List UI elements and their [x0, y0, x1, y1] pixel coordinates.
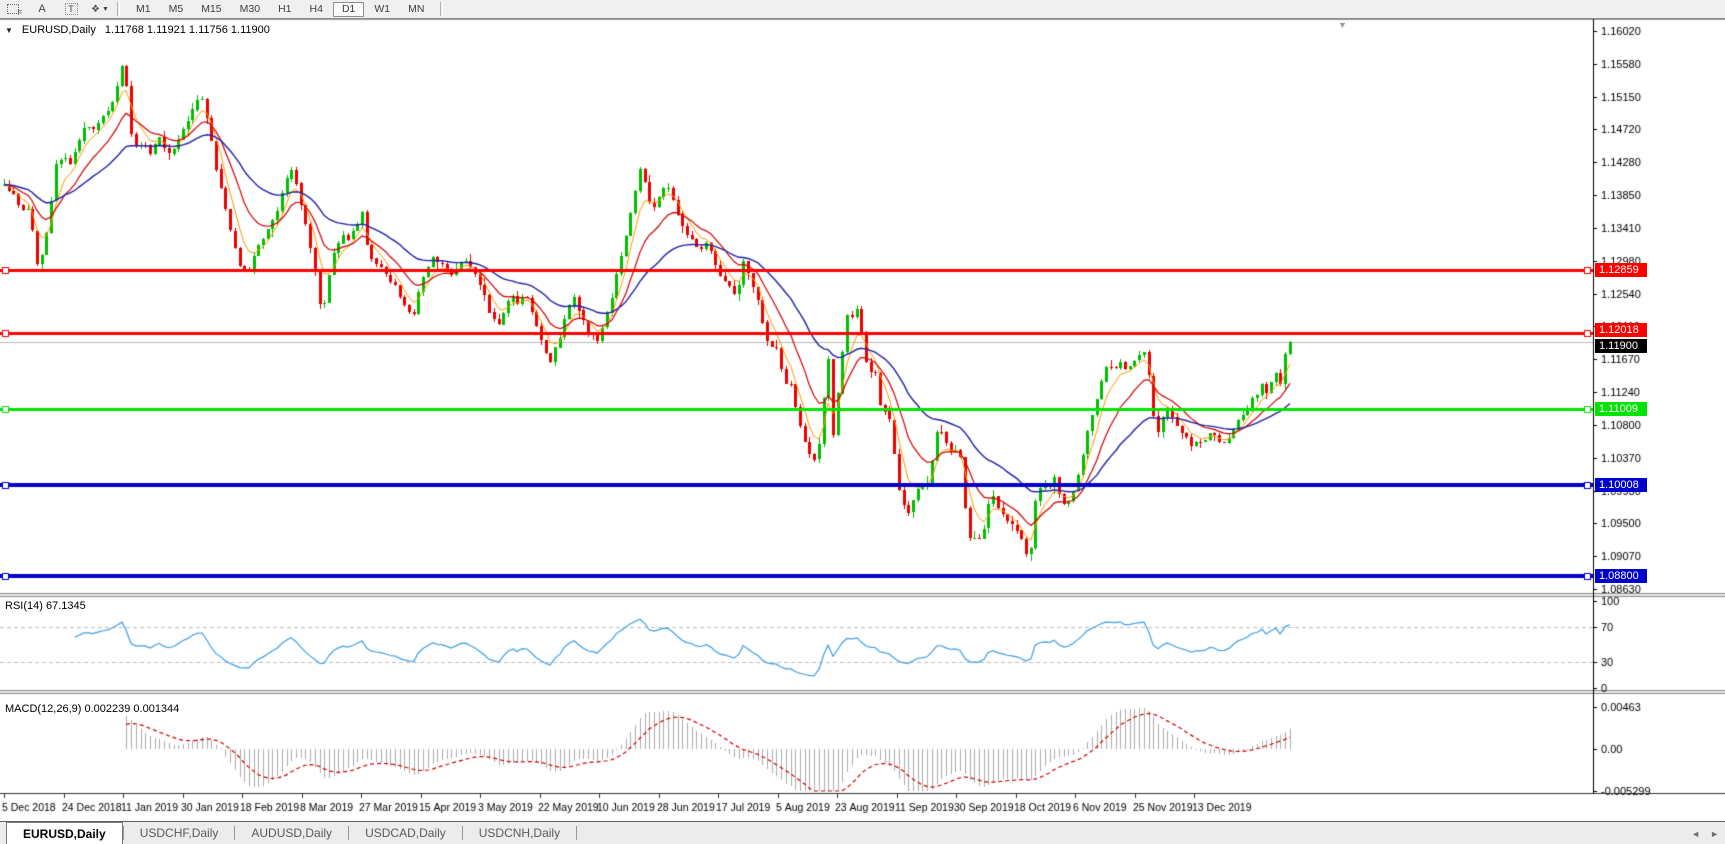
chart-tab-bar: EURUSD,Daily USDCHF,Daily AUDUSD,Daily USDC…: [0, 821, 1725, 844]
tab-scroll-controls: ◄ ►: [1691, 822, 1719, 844]
tab-separator: [576, 826, 578, 840]
price-level-badge: 1.12859: [1595, 263, 1647, 277]
grid-fibo-tool-button[interactable]: F: [3, 1, 23, 18]
chart-title-bar: ▼ EURUSD,Daily 1.11768 1.11921 1.11756 1…: [5, 24, 270, 36]
tab-scroll-right-icon[interactable]: ►: [1710, 828, 1719, 839]
arrows-tool-button[interactable]: ❖ ▼: [90, 1, 110, 18]
tab-separator: [461, 826, 463, 840]
timeframe-button-d1[interactable]: D1: [332, 1, 365, 17]
chart-symbol-title: EURUSD,Daily: [21, 24, 96, 36]
tab-separator: [122, 826, 124, 840]
price-level-badge: 1.08800: [1595, 569, 1647, 583]
timeframe-button-h1[interactable]: H1: [278, 2, 292, 15]
tabs-container: EURUSD,Daily USDCHF,Daily AUDUSD,Daily USDC…: [0, 822, 578, 844]
tab-scroll-left-icon[interactable]: ◄: [1691, 828, 1701, 839]
label-tool-button[interactable]: A: [32, 1, 52, 18]
chart-ohlc-values: 1.11768 1.11921 1.11756 1.11900: [104, 24, 270, 36]
chart-tab-usdcnh[interactable]: USDCNH,Daily: [478, 826, 561, 840]
arrows-icon: ❖: [91, 3, 100, 15]
chart-tab-usdcad[interactable]: USDCAD,Daily: [365, 826, 446, 840]
chart-tab-audusd[interactable]: AUDUSD,Daily: [251, 826, 333, 840]
timeframe-button-m5[interactable]: M5: [168, 2, 184, 15]
price-level-badge: 1.10008: [1595, 478, 1647, 492]
timeframe-toolbar: M1 M5 M15 M30 H1 H4 D1 W1 MN: [127, 1, 433, 17]
macd-label: MACD(12,26,9) 0.002239 0.001344: [5, 703, 180, 715]
tab-separator: [348, 826, 350, 840]
toolbar: F A T ❖ ▼ M1 M5 M15 M30 H1 H4 D1 W1 MN: [0, 0, 1725, 19]
chart-tab-eurusd[interactable]: EURUSD,Daily: [6, 822, 123, 844]
chart-shift-marker-icon[interactable]: ▼: [1338, 20, 1347, 30]
toolbar-separator: [440, 2, 444, 16]
tab-separator: [234, 826, 236, 840]
timeframe-button-mn[interactable]: MN: [408, 2, 425, 15]
text-tool-button[interactable]: T: [61, 1, 81, 18]
timeframe-button-w1[interactable]: W1: [374, 2, 391, 15]
price-level-badge: 1.11009: [1595, 402, 1647, 416]
toolbar-separator: [117, 2, 120, 16]
chevron-down-icon[interactable]: ▼: [102, 5, 109, 13]
rsi-label: RSI(14) 67.1345: [5, 600, 86, 612]
timeframe-button-m1[interactable]: M1: [136, 2, 151, 15]
chart-tab-usdchf[interactable]: USDCHF,Daily: [139, 826, 219, 840]
price-level-badge: 1.12018: [1595, 323, 1647, 337]
label-a-icon: A: [38, 3, 46, 15]
timeframe-button-m30[interactable]: M30: [239, 2, 261, 15]
current-price-badge: 1.11900: [1595, 339, 1647, 353]
timeframe-button-m15[interactable]: M15: [201, 2, 222, 15]
grid-fibo-icon: F: [7, 4, 22, 17]
collapse-objects-icon[interactable]: ▼: [5, 25, 13, 35]
timeframe-button-h4[interactable]: H4: [309, 2, 323, 15]
text-t-icon: T: [64, 3, 78, 15]
